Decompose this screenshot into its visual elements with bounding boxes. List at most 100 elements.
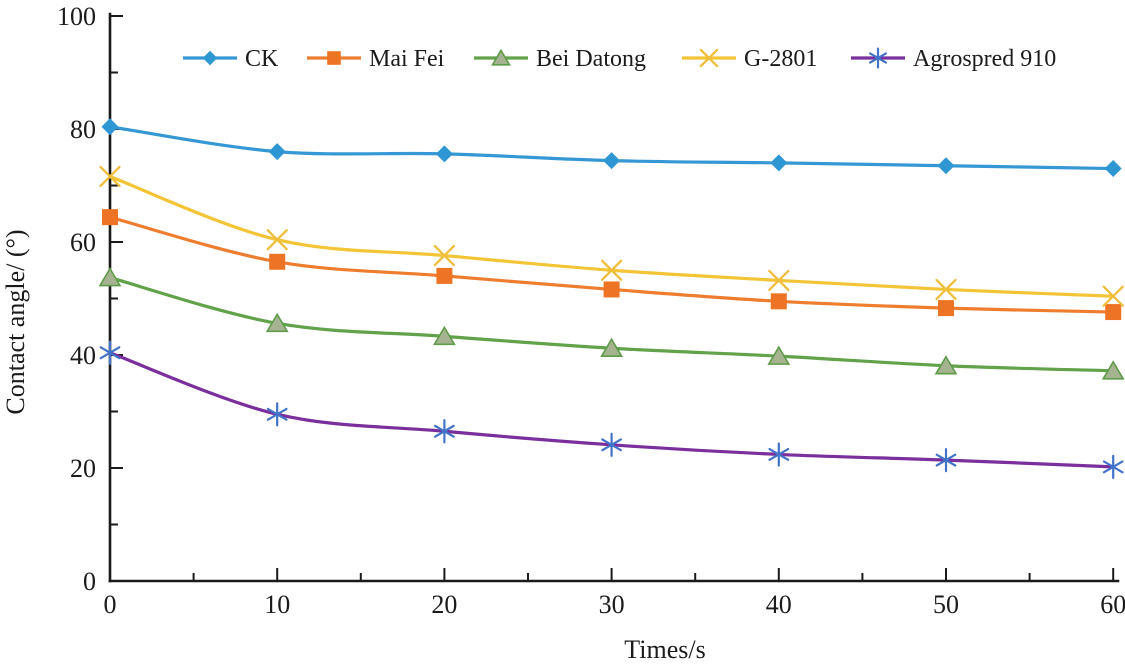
y-tick-label: 100 [57, 2, 96, 31]
data-point-marker [101, 118, 119, 136]
data-point-marker [435, 145, 453, 163]
data-point-marker [934, 355, 958, 375]
triangle-marker-shape [98, 267, 122, 287]
y-tick-label: 20 [70, 454, 96, 483]
data-point-marker [935, 447, 957, 473]
data-point-marker [1102, 285, 1124, 307]
x-marker-shape [99, 165, 121, 188]
series-group [98, 118, 1125, 479]
legend-item-g-2801: G-2801 [682, 46, 817, 72]
square-marker-shape [436, 267, 453, 284]
legend-label: Agrospred 910 [913, 46, 1056, 72]
x-axis-title: Times/s [624, 635, 705, 664]
x-tick-label: 30 [599, 590, 625, 619]
x-tick-label: 60 [1100, 590, 1125, 619]
series-g-2801 [99, 165, 1124, 307]
legend-marker-icon [491, 48, 511, 66]
square-marker-shape [938, 300, 954, 317]
square-marker-shape [327, 51, 341, 65]
data-point-marker [937, 157, 955, 175]
triangle-marker-shape [265, 312, 289, 333]
data-point-marker [600, 337, 623, 358]
x-tick-label: 50 [933, 590, 959, 619]
triangle-marker-shape [600, 337, 623, 358]
x-tick-label: 20 [431, 590, 457, 619]
x-marker-shape [768, 269, 790, 292]
square-marker-shape [603, 281, 620, 298]
y-tick-label: 80 [70, 115, 96, 144]
data-point-marker [603, 281, 620, 298]
triangle-marker-shape [491, 48, 511, 66]
asterisk-marker-shape [868, 47, 888, 69]
triangle-marker-shape [934, 355, 958, 375]
legend-marker-icon [327, 51, 341, 65]
data-point-marker [767, 345, 791, 365]
data-point-marker [434, 419, 455, 444]
legend-item-mai-fei: Mai Fei [307, 46, 445, 72]
triangle-marker-shape [1101, 360, 1125, 380]
diamond-marker-shape [202, 50, 218, 66]
diamond-marker-shape [101, 118, 119, 136]
x-marker-shape [433, 244, 456, 267]
data-point-marker [770, 293, 787, 310]
legend-label: Mai Fei [369, 46, 445, 72]
tick-labels: 0 20 40 60 80 100 0 10 20 30 40 50 60 [57, 2, 1125, 619]
series-ck [101, 118, 1122, 178]
x-marker-shape [266, 229, 288, 251]
legend-item-ck: CK [183, 46, 279, 72]
square-marker-shape [770, 293, 787, 310]
data-point-marker [99, 340, 121, 365]
data-point-marker [1102, 454, 1124, 479]
square-marker-shape [102, 209, 118, 226]
data-point-marker [1105, 304, 1122, 321]
x-marker-shape [600, 259, 623, 281]
asterisk-marker-shape [1102, 454, 1124, 479]
diamond-marker-shape [603, 152, 621, 170]
data-point-marker [935, 278, 957, 301]
y-tick-label: 40 [70, 341, 96, 370]
legend: CK Mai Fei Bei Datong G-2801 Agrospred 910 [183, 46, 1056, 72]
asterisk-marker-shape [434, 419, 455, 444]
data-point-marker [768, 442, 790, 467]
data-point-marker [938, 300, 954, 317]
asterisk-marker-shape [266, 402, 288, 427]
data-point-marker [433, 325, 456, 346]
data-point-marker [1101, 360, 1125, 380]
data-point-marker [265, 312, 289, 333]
axes [108, 12, 1120, 583]
legend-marker-icon [868, 47, 888, 69]
diamond-marker-shape [1104, 160, 1122, 178]
data-point-marker [770, 154, 788, 172]
data-point-marker [600, 259, 623, 281]
legend-marker-icon [202, 50, 218, 66]
x-tick-label: 0 [104, 590, 117, 619]
data-point-marker [1104, 160, 1122, 178]
data-point-marker [266, 229, 288, 251]
series-bei-datong [98, 267, 1125, 380]
asterisk-marker-shape [768, 442, 790, 467]
legend-label: G-2801 [744, 46, 817, 72]
square-marker-shape [269, 253, 286, 270]
legend-item-bei-datong: Bei Datong [474, 46, 646, 72]
series-mai-fei [102, 209, 1122, 321]
x-marker-shape [699, 48, 719, 68]
diamond-marker-shape [770, 154, 788, 172]
data-point-marker [102, 209, 118, 226]
legend-label: CK [245, 46, 279, 72]
diamond-marker-shape [268, 143, 286, 161]
data-point-marker [99, 165, 121, 188]
x-tick-label: 40 [766, 590, 792, 619]
asterisk-marker-shape [601, 432, 622, 457]
data-point-marker [603, 152, 621, 170]
data-point-marker [436, 267, 453, 284]
series-agrospred-910 [99, 340, 1124, 479]
asterisk-marker-shape [935, 447, 957, 473]
triangle-marker-shape [767, 345, 791, 365]
diamond-marker-shape [937, 157, 955, 175]
x-tick-label: 10 [264, 590, 290, 619]
diamond-marker-shape [435, 145, 453, 163]
asterisk-marker-shape [99, 340, 121, 365]
y-tick-label: 0 [83, 567, 96, 596]
